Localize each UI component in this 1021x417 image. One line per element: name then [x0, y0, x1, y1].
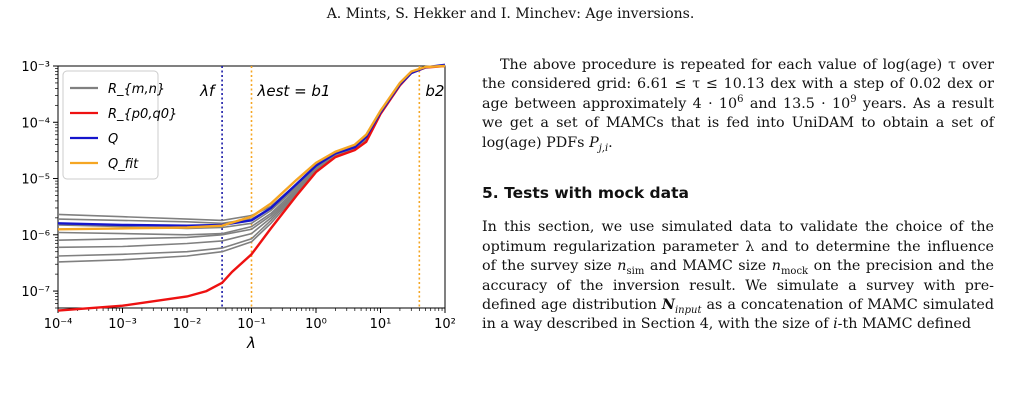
section-heading: 5. Tests with mock data	[482, 184, 689, 203]
x-axis-label: λ	[246, 334, 256, 352]
y-tick-label: 10⁻⁷	[21, 285, 50, 300]
body-text: The above procedure is repeated for each…	[482, 56, 994, 335]
para1-mid: and 13.5 · 10	[743, 95, 851, 112]
para2-b: and MAMC size	[644, 258, 772, 275]
y-tick-label: 10⁻⁴	[21, 116, 50, 131]
para1-end: years. As a result we get a set of MAMCs…	[482, 95, 994, 151]
x-tick-label: 10⁻²	[173, 317, 202, 332]
legend-label: R_{m,n}	[108, 82, 165, 97]
para2-c: on the precision and the accuracy of the…	[482, 258, 994, 314]
para1-sub: j,i	[598, 142, 609, 154]
legend-label: R_{p0,q0}	[108, 107, 177, 122]
para2-i: i	[833, 316, 838, 333]
x-tick-label: 10¹	[370, 317, 392, 332]
para2-n2sub: mock	[780, 266, 809, 278]
x-tick-label: 10²	[434, 317, 456, 332]
para2-N: N	[661, 297, 675, 314]
running-header: A. Mints, S. Hekker and I. Minchev: Age …	[326, 6, 695, 22]
para1-dot: .	[608, 134, 613, 151]
paragraph-procedure: The above procedure is repeated for each…	[482, 56, 994, 153]
paragraph-tests: In this section, we use simulated data t…	[482, 218, 994, 334]
legend-label: Q_fit	[108, 157, 139, 172]
para1-var: P	[589, 134, 599, 151]
para2-nsub: sim	[626, 266, 645, 278]
series-line	[57, 64, 446, 231]
para2-e: -th MAMC defined	[837, 316, 972, 333]
y-tick-label: 10⁻⁶	[21, 229, 50, 244]
y-tick-label: 10⁻³	[21, 60, 50, 75]
para2-n: n	[617, 258, 627, 275]
para1-sup2: 9	[850, 94, 857, 106]
annotation-b2: b2	[425, 82, 444, 100]
para1-sup1: 6	[737, 94, 744, 106]
x-tick-label: 10⁰	[305, 317, 327, 332]
x-tick-label: 10⁻⁴	[44, 317, 73, 332]
para2-n2: n	[771, 258, 781, 275]
legend-box	[62, 70, 159, 180]
x-tick-label: 10⁻¹	[237, 317, 266, 332]
annotation-lambda-f: λf	[199, 82, 217, 100]
para2-d: as a concatenation of MAMC simulated in …	[482, 297, 994, 333]
para2-Nsub: input	[674, 304, 702, 316]
figure-chart: 10⁻⁴ 10⁻³ 10⁻² 10⁻¹ 10⁰ 10¹ 10² 10⁻⁷ 10⁻⁶ 10⁻⁵ 10⁻…	[21, 60, 456, 352]
annotation-lambda-est: λest = b1	[257, 82, 331, 100]
x-tick-label: 10⁻³	[108, 317, 137, 332]
legend-label: Q	[108, 132, 118, 147]
para1-text: The above procedure is repeated for each…	[482, 57, 994, 112]
para2-a: In this section, we use simulated data t…	[482, 219, 994, 275]
y-tick-label: 10⁻⁵	[21, 173, 50, 188]
